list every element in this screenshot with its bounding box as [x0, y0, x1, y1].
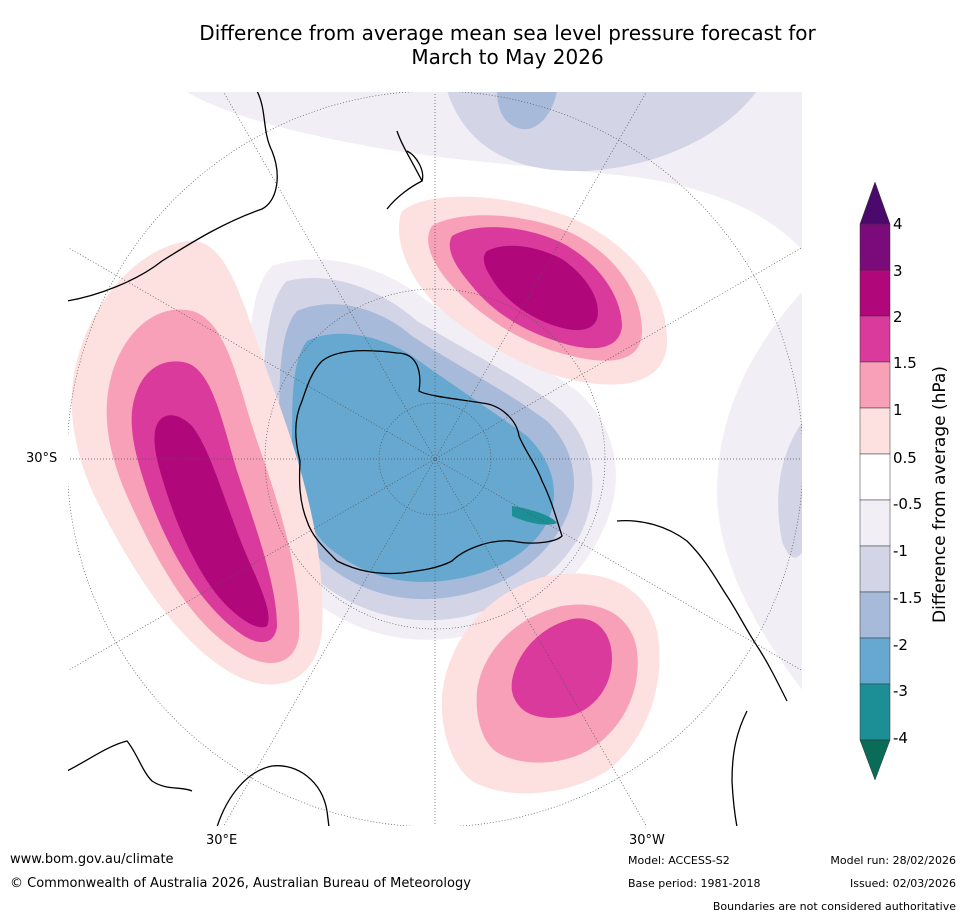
colorbar-swatch-2-3 — [859, 269, 891, 317]
antarctica-coast — [295, 349, 563, 575]
positive-anomaly-south-high — [441, 573, 660, 794]
graticule — [67, 91, 803, 827]
footer-copyright: © Commonwealth of Australia 2026, Austra… — [10, 876, 471, 891]
footer-issued: Issued: 02/03/2026 — [849, 877, 956, 890]
positive-anomaly-west-high — [71, 240, 323, 685]
colorbar-swatch-neg0.5-neg1 — [859, 499, 891, 547]
footer-url[interactable]: www.bom.gov.au/climate — [10, 852, 174, 867]
colorbar-tick-1: 1 — [893, 401, 903, 419]
africa-coast — [67, 740, 330, 827]
colorbar-swatch-1.5-2 — [859, 315, 891, 363]
south-america-coast — [616, 520, 788, 827]
positive-anomaly-central-high — [398, 196, 667, 385]
colorbar-swatch-neg1-neg1.5 — [859, 545, 891, 593]
colorbar-extend-top — [859, 181, 891, 225]
colorbar-tick-neg0.5: -0.5 — [893, 495, 923, 513]
colorbar-tick-2: 2 — [893, 308, 903, 326]
title-line-1: Difference from average mean sea level p… — [199, 21, 816, 45]
footer-model: Model: ACCESS-S2 — [628, 854, 730, 867]
lon-label-30w: 30°W — [629, 833, 665, 848]
lat-label-30s: 30°S — [26, 451, 58, 466]
colorbar-tick-neg4: -4 — [893, 729, 908, 747]
colorbar-tick-neg1.5: -1.5 — [893, 589, 923, 607]
lon-label-30e: 30°E — [206, 833, 238, 848]
colorbar — [859, 181, 891, 781]
footer-disclaimer: Boundaries are not considered authoritat… — [712, 900, 956, 913]
colorbar-tick-4: 4 — [893, 215, 903, 233]
negative-anomaly-east-band — [717, 291, 803, 691]
coastlines — [67, 91, 788, 827]
colorbar-tick-neg3: -3 — [893, 682, 908, 700]
colorbar-swatch-neg3-neg4 — [859, 683, 891, 741]
colorbar-tick-neg1: -1 — [893, 542, 908, 560]
chart-title: Difference from average mean sea level p… — [0, 21, 965, 69]
title-line-2: March to May 2026 — [411, 45, 604, 69]
australia-coast — [67, 91, 278, 302]
negative-anomaly-north-band — [185, 91, 803, 251]
colorbar-swatch-1-1.5 — [859, 361, 891, 409]
colorbar-tick-neg2: -2 — [893, 636, 908, 654]
colorbar-swatch-neg2-neg3 — [859, 637, 891, 685]
colorbar-swatch-neg1.5-neg2 — [859, 591, 891, 639]
colorbar-tick-3: 3 — [893, 262, 903, 280]
negative-anomaly-antarctica — [247, 259, 616, 640]
colorbar-label: Difference from average (hPa) — [930, 366, 950, 623]
colorbar-extend-bottom — [859, 739, 891, 781]
pressure-anomaly-map — [67, 91, 803, 827]
colorbar-tick-0.5: 0.5 — [893, 449, 917, 467]
colorbar-swatch-0.5-1 — [859, 407, 891, 455]
colorbar-tick-1.5: 1.5 — [893, 354, 917, 372]
colorbar-swatch-neutral — [859, 453, 891, 501]
footer-model-run: Model run: 28/02/2026 — [830, 854, 956, 867]
footer-base-period: Base period: 1981-2018 — [628, 877, 761, 890]
new-zealand-coast — [386, 130, 424, 210]
colorbar-swatch-3-4 — [859, 223, 891, 271]
